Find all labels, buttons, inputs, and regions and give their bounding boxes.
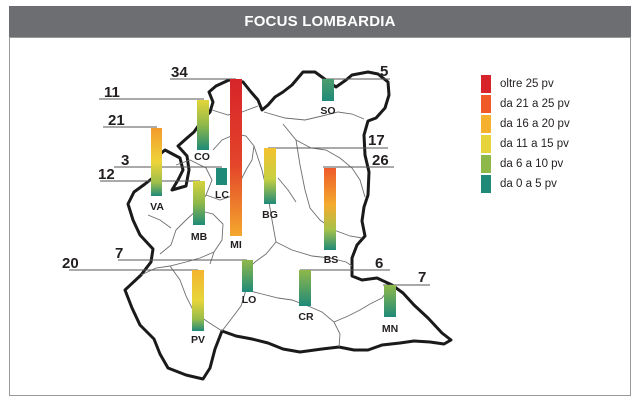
code-lc: LC <box>215 189 229 201</box>
value-mb: 12 <box>98 166 115 183</box>
legend-label: oltre 25 pv <box>500 78 554 90</box>
code-bs: BS <box>324 254 339 266</box>
leader-lines <box>69 78 430 286</box>
value-cr: 6 <box>375 255 383 272</box>
bar-bs <box>324 168 336 250</box>
legend-swatch <box>481 175 491 193</box>
legend-item: da 16 a 20 pv <box>481 114 570 134</box>
bar-so <box>322 79 334 101</box>
legend-label: da 6 a 10 pv <box>500 158 564 170</box>
legend-label: da 0 a 5 pv <box>500 178 557 190</box>
legend-swatch <box>481 95 491 113</box>
legend-swatch <box>481 135 491 153</box>
province-bars <box>151 79 396 331</box>
value-co: 11 <box>104 84 120 101</box>
bar-co <box>197 100 209 150</box>
bar-mi <box>230 79 242 236</box>
legend-item: da 0 a 5 pv <box>481 174 570 194</box>
code-pv: PV <box>191 334 205 346</box>
legend-swatch <box>481 115 491 133</box>
code-co: CO <box>194 151 210 163</box>
bar-va <box>151 128 162 196</box>
code-lo: LO <box>242 294 257 306</box>
code-mi: MI <box>230 239 242 251</box>
legend-label: da 16 a 20 pv <box>500 118 570 130</box>
value-so: 5 <box>380 63 388 80</box>
legend-item: da 11 a 15 pv <box>481 134 570 154</box>
map-title: FOCUS LOMBARDIA <box>9 6 631 37</box>
legend-label: da 21 a 25 pv <box>500 98 570 110</box>
value-pv: 20 <box>62 255 79 272</box>
code-mb: MB <box>191 231 208 243</box>
legend-item: da 21 a 25 pv <box>481 94 570 114</box>
legend-item: da 6 a 10 pv <box>481 154 570 174</box>
bar-mn <box>384 285 396 317</box>
bar-lc <box>216 168 227 185</box>
value-lc: 3 <box>121 152 129 169</box>
value-bs: 26 <box>372 152 389 169</box>
code-mn: MN <box>382 323 398 335</box>
value-bg: 17 <box>368 132 385 149</box>
legend-swatch <box>481 155 491 173</box>
code-so: SO <box>320 105 335 117</box>
legend-label: da 11 a 15 pv <box>500 138 569 150</box>
legend-swatch <box>481 75 491 93</box>
value-va: 21 <box>108 112 125 129</box>
legend: oltre 25 pv da 21 a 25 pv da 16 a 20 pv … <box>481 74 570 194</box>
bar-pv <box>192 270 204 331</box>
code-cr: CR <box>298 311 314 323</box>
value-lo: 7 <box>115 245 123 262</box>
value-mn: 7 <box>418 269 426 286</box>
code-bg: BG <box>262 209 278 221</box>
value-mi: 34 <box>171 64 188 81</box>
legend-item: oltre 25 pv <box>481 74 570 94</box>
bar-cr <box>299 270 311 306</box>
bar-lo <box>242 260 253 292</box>
bar-bg <box>264 148 276 204</box>
code-va: VA <box>150 201 164 213</box>
bar-mb <box>193 181 205 225</box>
